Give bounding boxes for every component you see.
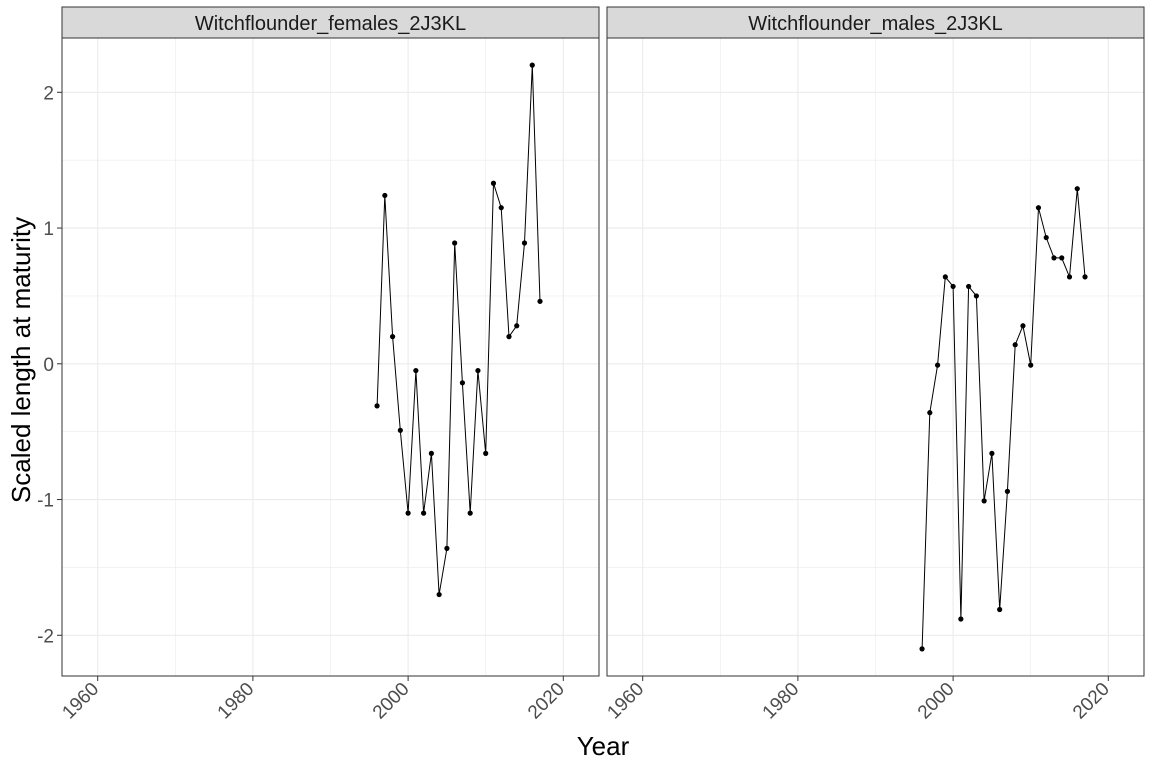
data-point [966, 283, 972, 290]
x-axis-title: Year [577, 731, 630, 761]
data-point [1043, 234, 1049, 241]
chart-panels: Witchflounder_females_2J3KL 1960 1980 2000 2… [37, 6, 1145, 724]
data-point [475, 367, 481, 374]
y-tick-label: 1 [43, 219, 54, 240]
x-tick-label: 2020 [1069, 679, 1114, 724]
data-point [1066, 274, 1073, 280]
data-point [1059, 255, 1065, 261]
data-point [405, 510, 411, 516]
data-point [981, 498, 987, 504]
x-tick-label: 2000 [914, 679, 959, 724]
series-line [376, 65, 541, 595]
x-tick-label: 1960 [58, 679, 103, 724]
data-point [934, 362, 941, 368]
data-point [421, 510, 427, 516]
panel-1: Witchflounder_females_2J3KL 1960 1980 2000 2… [37, 6, 600, 724]
data-point [1051, 255, 1057, 261]
data-point [467, 510, 473, 516]
data-point [459, 380, 466, 386]
data-point [1012, 342, 1018, 348]
x-tick-label: 1980 [759, 679, 804, 724]
data-point [529, 62, 535, 68]
data-point [389, 334, 396, 340]
facet-strip-label: Witchflounder_males_2J3KL [748, 13, 1003, 35]
data-point [498, 205, 504, 211]
facet-strip-label: Witchflounder_females_2J3KL [195, 13, 466, 35]
y-tick-label: 0 [43, 355, 54, 376]
x-tick-label: 1960 [603, 679, 648, 724]
data-point [514, 323, 520, 329]
series-line [921, 188, 1086, 649]
x-tick-label: 2020 [524, 679, 569, 724]
panel-2: Witchflounder_males_2J3KL 1960 1980 2000 202… [603, 6, 1145, 724]
data-point [521, 240, 528, 246]
data-point [1035, 205, 1042, 211]
data-point [413, 367, 419, 374]
data-point [1028, 362, 1034, 368]
y-axis-title: Scaled length at maturity [6, 217, 36, 503]
data-point [452, 240, 458, 246]
data-point [428, 450, 434, 456]
facet-strip [61, 6, 600, 39]
data-point [973, 293, 979, 299]
x-tick-label: 1980 [214, 679, 259, 724]
data-point [989, 450, 995, 456]
data-point [490, 180, 497, 186]
data-point [537, 298, 543, 304]
y-tick-label: 2 [43, 83, 54, 104]
facet-strip [606, 6, 1145, 39]
data-point [1004, 488, 1011, 494]
data-point [919, 646, 925, 652]
data-point [950, 283, 956, 290]
data-point [483, 450, 489, 456]
data-point [997, 606, 1003, 613]
data-point [942, 274, 948, 280]
data-point [374, 403, 380, 409]
data-point [444, 545, 450, 552]
data-point [506, 334, 512, 340]
data-point [397, 427, 403, 433]
data-point [958, 616, 964, 622]
data-point [927, 410, 933, 416]
y-tick-label: -1 [37, 491, 54, 512]
data-point [1074, 186, 1080, 192]
data-point [436, 591, 442, 598]
data-point [1082, 274, 1088, 280]
data-point [382, 192, 388, 199]
y-tick-label: -2 [37, 626, 54, 647]
data-point [1020, 323, 1026, 329]
x-tick-label: 2000 [369, 679, 414, 724]
